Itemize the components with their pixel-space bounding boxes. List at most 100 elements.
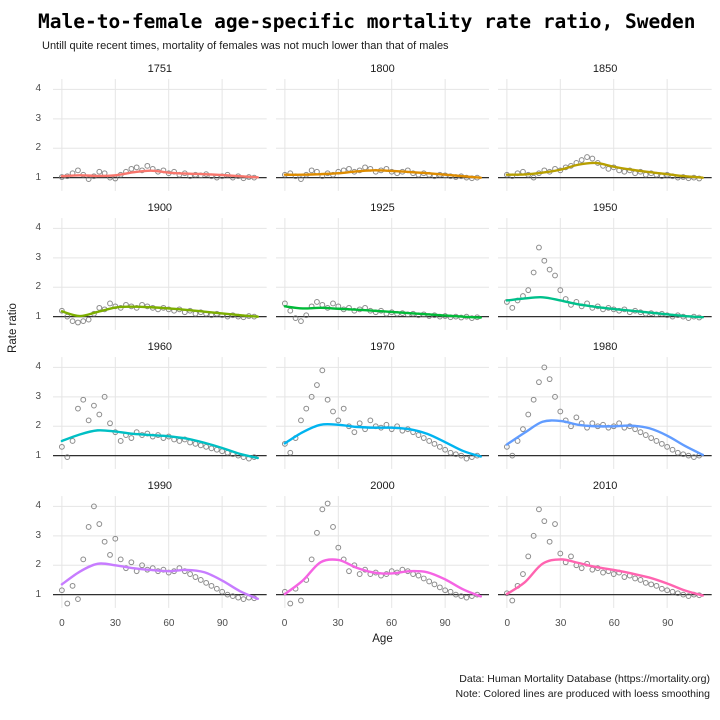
scatter-points <box>58 503 258 607</box>
y-tick-label: 4 <box>35 83 41 95</box>
facet-strip: 1900 <box>147 202 173 214</box>
facet-strip: 2010 <box>592 480 618 492</box>
y-tick-label: 3 <box>35 112 41 124</box>
facet-strip: 1960 <box>147 341 173 353</box>
facet-panel <box>275 79 490 191</box>
loess-line <box>506 419 705 457</box>
facet-strip: 1925 <box>370 202 395 214</box>
y-tick-label: 4 <box>35 361 41 373</box>
gridlines <box>53 496 267 608</box>
axis-corner <box>22 618 44 631</box>
scatter-points <box>58 162 258 183</box>
facet-panel <box>53 496 267 608</box>
y-tick-label: 2 <box>35 281 41 293</box>
scatter-points <box>504 364 703 461</box>
facet-panel <box>498 496 712 608</box>
y-tick-label: 4 <box>35 500 41 512</box>
y-tick-label: 4 <box>35 222 41 234</box>
facet-panel <box>53 357 267 469</box>
y-tick-label: 3 <box>35 529 41 541</box>
scatter-points <box>504 244 703 322</box>
loess-line <box>60 305 259 318</box>
x-axis-ticks-col-1: 0 30 60 90 <box>53 618 267 631</box>
facet-1800: 1800 <box>275 62 490 191</box>
y-tick-label: 2 <box>35 559 41 571</box>
x-tick-label: 90 <box>439 618 451 629</box>
loess-line <box>283 169 482 179</box>
x-tick-label: 30 <box>109 618 121 629</box>
facet-panel <box>275 218 490 330</box>
facet-strip: 1950 <box>592 202 618 214</box>
loess-line <box>506 558 705 597</box>
caption-line-2: Note: Colored lines are produced with lo… <box>455 687 710 700</box>
x-axis-ticks-col-3: 0 30 60 90 <box>498 618 712 631</box>
x-tick-label: 60 <box>385 618 398 629</box>
chart-subtitle: Untill quite recent times, mortality of … <box>42 40 449 52</box>
facet-strip: 1990 <box>147 480 173 492</box>
facet-strip: 1980 <box>592 341 618 353</box>
y-tick-label: 1 <box>35 449 41 461</box>
y-axis-ticks-row-2: 1 2 3 4 <box>22 201 44 330</box>
facet-1751: 1751 <box>53 62 267 191</box>
y-tick-label: 3 <box>35 390 41 402</box>
facet-1900: 1900 <box>53 201 267 330</box>
facet-panel <box>275 357 490 469</box>
caption: Data: Human Mortality Database (https://… <box>456 672 710 701</box>
loess-line <box>60 562 259 601</box>
facet-panel <box>498 218 712 330</box>
loess-line <box>60 429 259 460</box>
facet-panel <box>498 79 712 191</box>
x-axis-title: Age <box>372 633 393 645</box>
scatter-points <box>504 506 703 604</box>
scatter-points <box>281 164 480 183</box>
facet-panel <box>53 79 267 191</box>
facet-1980: 1980 <box>498 340 712 469</box>
x-tick-label: 60 <box>163 618 175 629</box>
loess-line <box>506 161 705 179</box>
facet-1850: 1850 <box>498 62 712 191</box>
facet-strip: 1970 <box>370 341 395 353</box>
scatter-points <box>504 154 703 182</box>
y-tick-label: 1 <box>35 310 41 322</box>
loess-line <box>283 305 482 319</box>
facet-1925: 1925 <box>275 201 490 330</box>
facet-strip: 1800 <box>370 63 395 75</box>
facet-strip: 1850 <box>592 63 618 75</box>
x-tick-label: 90 <box>662 618 674 629</box>
y-axis-title: Rate ratio <box>7 303 19 353</box>
facet-panel <box>53 218 267 330</box>
x-tick-label: 0 <box>504 618 511 629</box>
x-tick-label: 90 <box>216 618 228 629</box>
facet-1970: 1970 <box>275 340 490 469</box>
facet-panel <box>498 357 712 469</box>
x-tick-label: 60 <box>608 618 620 629</box>
caption-line-1: Data: Human Mortality Database (https://… <box>459 673 710 685</box>
y-tick-label: 3 <box>35 251 41 263</box>
facet-panel <box>275 496 490 608</box>
y-axis-ticks-row-1: 1 2 3 4 <box>22 62 44 191</box>
facet-strip: 2000 <box>370 480 395 492</box>
x-tick-label: 30 <box>332 618 344 629</box>
x-axis-ticks-col-2: 0 30 60 90 <box>276 618 490 631</box>
x-tick-label: 30 <box>555 618 567 629</box>
facet-1950: 1950 <box>498 201 712 330</box>
gridlines <box>53 79 267 191</box>
facet-1990: 1990 <box>53 479 267 608</box>
chart-title: Male-to-female age-specific mortality ra… <box>38 10 696 33</box>
y-tick-label: 1 <box>35 171 41 183</box>
loess-line <box>283 558 482 598</box>
facet-2010: 2010 <box>498 479 712 608</box>
y-axis-ticks-row-3: 1 2 3 4 <box>22 340 44 469</box>
facet-1960: 1960 <box>53 340 267 469</box>
gridlines <box>275 496 490 608</box>
scatter-points <box>58 393 258 462</box>
loess-line <box>283 422 482 458</box>
loess-line <box>506 295 705 319</box>
y-tick-label: 1 <box>35 588 41 600</box>
scatter-points <box>281 367 480 462</box>
y-tick-label: 2 <box>35 420 41 432</box>
facet-strip: 1751 <box>147 63 173 75</box>
